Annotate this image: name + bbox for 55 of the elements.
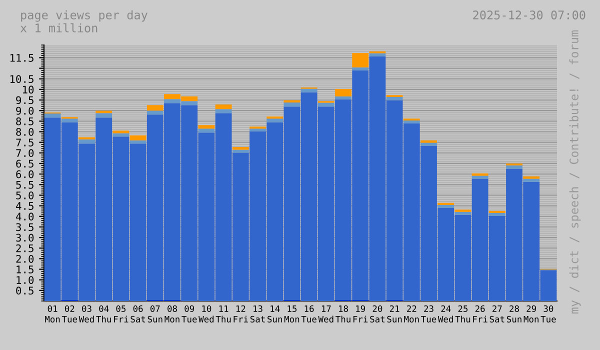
x-tick-label: 07 Sun xyxy=(148,305,162,323)
x-tick-label: 26 Fri xyxy=(473,305,488,322)
x-tick-label: 24 Wed xyxy=(438,305,453,323)
y-tick-label: 3.0 xyxy=(16,234,34,242)
y-tick-label: 8.0 xyxy=(16,128,34,136)
y-tick-label: 7.5 xyxy=(16,138,34,146)
x-tick-label: 16 Tue xyxy=(301,305,316,323)
chart-title: page views per day xyxy=(21,10,148,22)
x-tick-label: 12 Fri xyxy=(234,305,248,322)
y-tick-label: 10.5 xyxy=(10,75,34,83)
x-tick-label: 09 Tue xyxy=(182,305,197,323)
y-tick-label: 5.0 xyxy=(16,191,34,200)
y-tick-label: 5.5 xyxy=(16,181,34,189)
x-tick-label: 25 Thu xyxy=(455,305,470,323)
x-tick-label: 28 Sun xyxy=(506,305,522,323)
x-tick-label: 29 Mon xyxy=(524,305,538,323)
x-tick-label: 01 Mon xyxy=(45,305,60,323)
y-tick-label: 0.5 xyxy=(16,286,34,295)
x-tick-label: 21 Sun xyxy=(387,305,402,323)
y-tick-label: 2.0 xyxy=(16,254,34,263)
y-tick-label: 3.5 xyxy=(16,223,34,232)
x-tick-label: 20 Sat xyxy=(370,305,384,323)
text: 2025-12-30 07:00 xyxy=(473,10,586,20)
x-tick-label: 13 Sat xyxy=(250,305,265,323)
x-tick-label: 03 Wed xyxy=(78,305,94,323)
y-tick-label: 9.0 xyxy=(16,106,34,115)
x-tick-label: 27 Sat xyxy=(490,305,504,323)
x-tick-label: 08 Mon xyxy=(164,305,180,323)
x-tick-label: 19 Fri xyxy=(353,305,368,322)
y-tick-label: 10 xyxy=(22,86,34,94)
y-tick-label: 6.0 xyxy=(16,170,34,178)
chart-subtitle: x 1 million xyxy=(20,23,98,32)
x-tick-label: 15 Mon xyxy=(284,305,300,323)
y-tick-label: 8.5 xyxy=(16,117,34,126)
x-tick-label: 11 Thu xyxy=(216,305,231,323)
x-tick-label: 02 Tue xyxy=(62,305,78,323)
y-tick-label: 2.5 xyxy=(16,244,34,252)
x-tick-label: 10 Wed xyxy=(198,305,214,323)
y-tick-label: 4.5 xyxy=(16,202,34,210)
x-tick-label: 17 Wed xyxy=(318,305,334,323)
x-tick-label: 14 Sun xyxy=(268,305,282,323)
x-tick-label: 06 Sat xyxy=(130,305,146,323)
x-tick-label: 04 Thu xyxy=(96,305,111,323)
x-tick-label: 23 Tue xyxy=(421,305,436,323)
y-tick-label: 6.5 xyxy=(16,160,34,168)
x-tick-label: 18 Thu xyxy=(336,305,350,323)
y-tick-label: 4.0 xyxy=(16,212,34,221)
y-tick-label: 1.5 xyxy=(16,266,34,274)
x-tick-label: 05 Fri xyxy=(114,305,128,322)
y-tick-label: 1.0 xyxy=(16,276,34,284)
x-tick-label: 22 Mon xyxy=(404,305,419,323)
y-tick-label: 11.5 xyxy=(10,54,34,62)
y-tick-label: 9.5 xyxy=(16,96,34,104)
y-tick-label: 7.0 xyxy=(16,149,34,158)
x-tick-label: 30 Tue xyxy=(540,305,556,323)
